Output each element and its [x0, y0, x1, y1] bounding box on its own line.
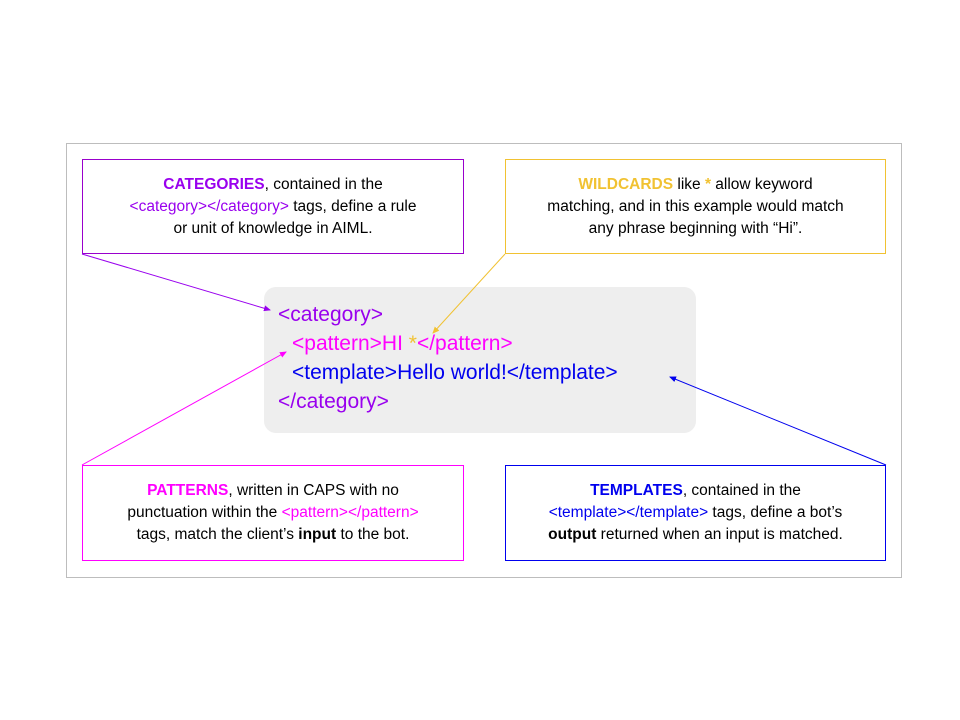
categories-arrow	[81, 253, 271, 312]
wildcards-text-2: allow keyword	[710, 175, 813, 193]
code-category-open: <category>	[278, 303, 384, 326]
code-template-line: <template>Hello world!</template>	[292, 361, 618, 384]
templates-arrow	[669, 376, 887, 466]
code-pattern-line: <pattern>HI *</pattern>	[278, 329, 696, 358]
templates-text-2: tags, define a bot’s	[708, 504, 843, 521]
templates-text-3: returned when an input is matched.	[596, 526, 843, 543]
code-category-close: </category>	[278, 390, 389, 413]
patterns-keyword: PATTERNS	[147, 482, 229, 499]
categories-text-2: tags, define a rule	[288, 197, 417, 215]
wildcards-star: *	[704, 175, 711, 193]
templates-output-word: output	[548, 526, 597, 543]
wildcards-text-4: any phrase beginning with “Hi”.	[588, 219, 803, 237]
code-pattern-close: </pattern>	[416, 332, 513, 355]
patterns-text-3: tags, match the client’s	[136, 526, 299, 543]
patterns-text-1: , written in CAPS with no	[228, 482, 399, 499]
patterns-text-2: punctuation within the	[127, 504, 282, 521]
patterns-callout: PATTERNS, written in CAPS with no punctu…	[82, 465, 464, 561]
wildcards-arrow	[432, 253, 506, 334]
templates-callout: TEMPLATES, contained in the <template></…	[505, 465, 886, 561]
templates-tags: <template></template>	[548, 504, 709, 521]
categories-text-3: or unit of knowledge in AIML.	[173, 219, 373, 237]
diagram-frame	[66, 143, 902, 578]
patterns-arrow	[81, 351, 287, 466]
aiml-code-block: <category> <pattern>HI *</pattern> <temp…	[264, 287, 696, 433]
categories-tags: <category></category>	[129, 197, 289, 215]
wildcards-text-1: like	[673, 175, 705, 193]
categories-text-1: , contained in the	[264, 175, 383, 193]
wildcards-callout: WILDCARDS like * allow keyword matching,…	[505, 159, 886, 254]
wildcards-keyword: WILDCARDS	[578, 175, 674, 193]
patterns-tags: <pattern></pattern>	[281, 504, 419, 521]
categories-keyword: CATEGORIES	[163, 175, 265, 193]
categories-callout: CATEGORIES, contained in the <category><…	[82, 159, 464, 254]
code-wildcard: *	[408, 332, 417, 355]
templates-keyword: TEMPLATES	[590, 482, 683, 499]
code-pattern-open: <pattern>HI	[292, 332, 409, 355]
templates-text-1: , contained in the	[682, 482, 801, 499]
patterns-input-word: input	[298, 526, 337, 543]
wildcards-text-3: matching, and in this example would matc…	[547, 197, 844, 215]
patterns-text-4: to the bot.	[336, 526, 410, 543]
